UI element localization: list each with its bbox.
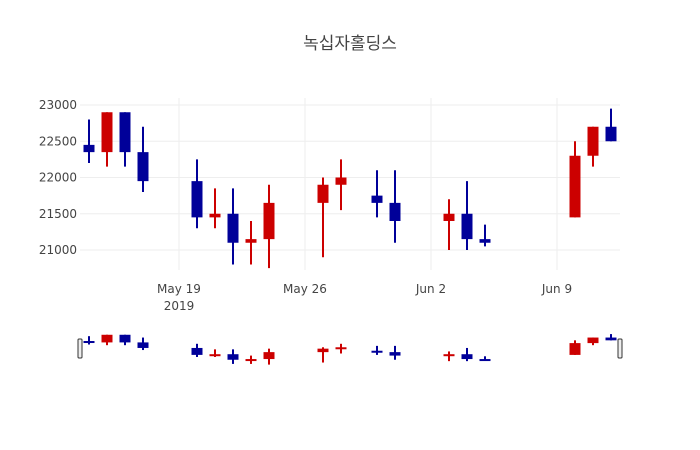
candle[interactable] (209, 188, 221, 229)
candle-body (371, 195, 383, 203)
mini-candle (461, 347, 473, 362)
candle-body (479, 239, 491, 243)
chart-title: 녹십자홀딩스 (303, 34, 397, 54)
candle[interactable] (137, 126, 149, 192)
candle[interactable] (443, 199, 455, 250)
mini-candle (443, 351, 455, 362)
candle-body (263, 202, 275, 240)
candle[interactable] (227, 188, 239, 265)
candle[interactable] (389, 170, 401, 243)
candle-body (317, 184, 329, 203)
x-tick-label: Jun 9 (541, 282, 572, 296)
range-slider-right-handle[interactable] (617, 338, 623, 359)
y-tick-label: 23000 (39, 98, 77, 112)
candle-body (389, 202, 401, 221)
candle[interactable] (101, 112, 113, 167)
mini-candle (137, 337, 149, 351)
mini-candle (317, 347, 329, 363)
mini-candle (119, 334, 131, 346)
candle-body (83, 144, 95, 153)
candle[interactable] (83, 119, 95, 164)
candle[interactable] (335, 159, 347, 211)
x-tick-label: Jun 2 (415, 282, 446, 296)
candles[interactable] (83, 108, 617, 269)
mini-candle (209, 349, 221, 357)
candle-body (137, 152, 149, 182)
y-tick-label: 21500 (39, 207, 77, 221)
mini-candle (191, 343, 203, 357)
mini-candle (263, 348, 275, 365)
candle-body (119, 112, 131, 153)
candle[interactable] (371, 170, 383, 218)
candle[interactable] (479, 224, 491, 247)
mini-candle (605, 334, 617, 341)
candle-body (461, 213, 473, 240)
mini-candle (569, 340, 581, 355)
mini-candle (587, 337, 599, 346)
y-tick-label: 22500 (39, 134, 77, 148)
mini-candle (245, 355, 257, 364)
range-slider[interactable] (77, 330, 623, 370)
candle-body (191, 181, 203, 218)
candle[interactable] (119, 112, 131, 167)
x-tick-label: May 26 (283, 282, 327, 296)
x-axis: May 19 2019 May 26 Jun 2 Jun 9 (157, 282, 572, 313)
candle[interactable] (461, 181, 473, 250)
candle[interactable] (191, 159, 203, 229)
mini-candle (83, 336, 95, 345)
x-tick-year-label: 2019 (164, 299, 195, 313)
mini-candle (101, 334, 113, 346)
x-tick-label: May 19 (157, 282, 201, 296)
candle[interactable] (605, 108, 617, 142)
mini-candle (335, 343, 347, 354)
candle[interactable] (569, 141, 581, 218)
y-tick-label: 22000 (39, 171, 77, 185)
range-slider-left-handle[interactable] (77, 338, 83, 359)
candle-body (335, 177, 347, 185)
candle-body (605, 126, 617, 142)
mini-candle (371, 345, 383, 355)
candle[interactable] (587, 126, 599, 167)
y-tick-label: 21000 (39, 243, 77, 257)
mini-candle (479, 356, 491, 362)
candle[interactable] (245, 221, 257, 265)
candle-body (569, 155, 581, 218)
candle-body (443, 213, 455, 221)
mini-candle (389, 345, 401, 360)
mini-candle (227, 349, 239, 364)
candle[interactable] (317, 177, 329, 258)
candle-body (101, 112, 113, 153)
range-slider-background[interactable] (80, 330, 620, 370)
gridlines (80, 98, 620, 270)
y-axis: 21000 21500 22000 22500 23000 (39, 98, 77, 257)
candle-body (209, 213, 221, 218)
candle[interactable] (263, 184, 275, 269)
candle-body (245, 239, 257, 243)
candle-body (227, 213, 239, 243)
candle-body (587, 126, 599, 156)
